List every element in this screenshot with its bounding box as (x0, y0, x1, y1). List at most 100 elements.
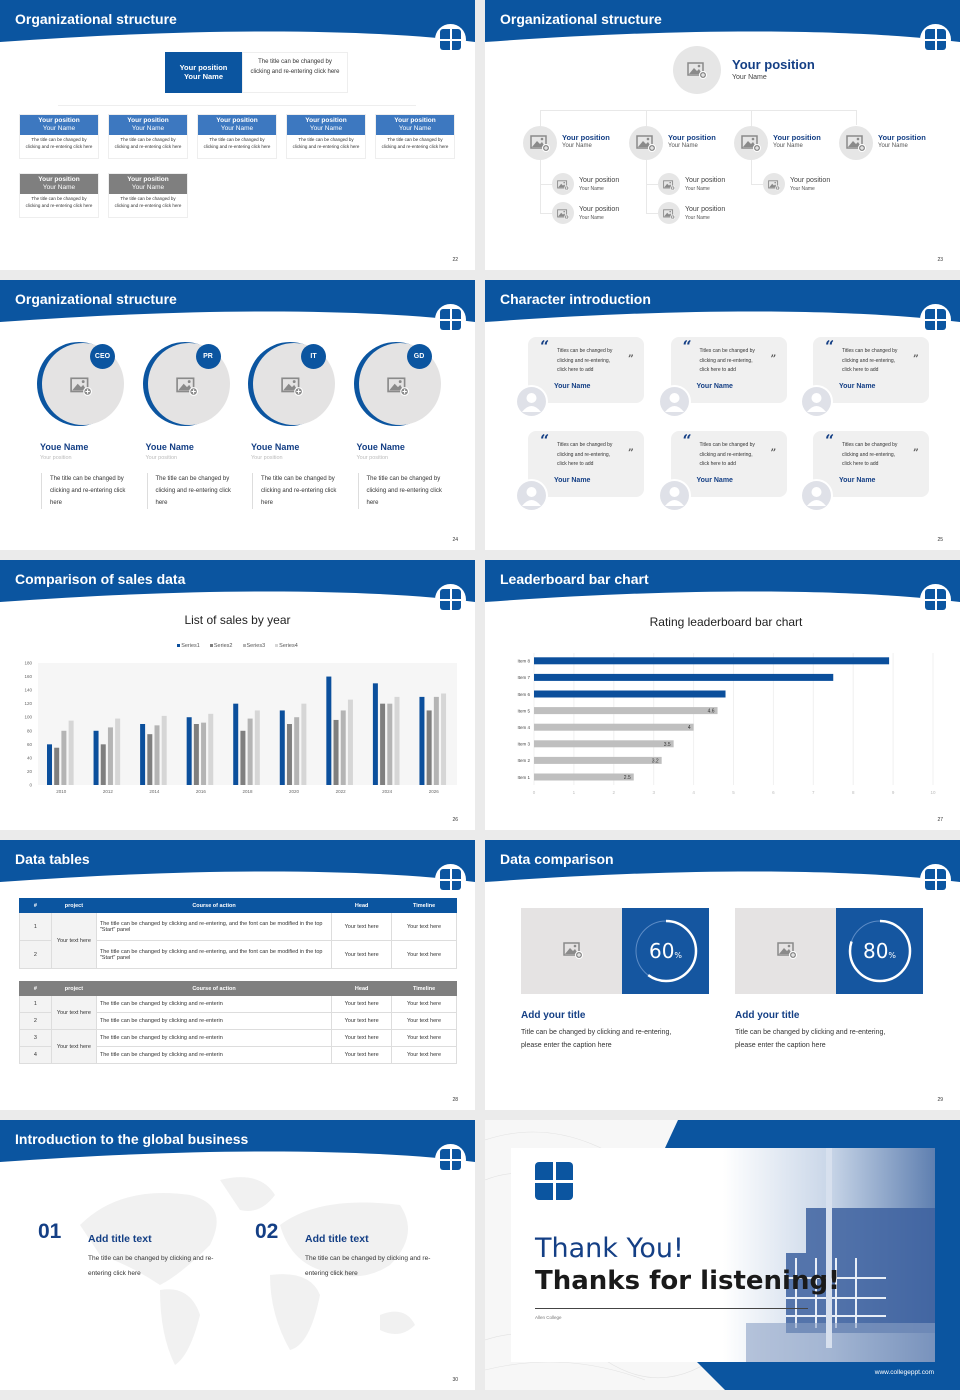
item-description: The title can be changed by clicking and… (88, 1255, 214, 1277)
member-description: The title can be changed by clicking and… (203, 137, 271, 149)
page-number: 28 (452, 1097, 458, 1103)
y-tick-label: Item 8 (517, 659, 530, 664)
member-card[interactable]: Your position Your Name The title can be c… (108, 114, 188, 159)
image-placeholder-icon[interactable] (530, 133, 550, 153)
user-icon (517, 387, 546, 416)
quote-card[interactable]: “ Titles can be changed by clicking and r… (813, 337, 929, 403)
bar-series3-2020 (294, 717, 300, 785)
image-placeholder-icon[interactable] (777, 940, 797, 960)
bar-series1-2024 (372, 683, 378, 785)
bar-series3-2014 (154, 725, 160, 785)
sub-member-photo[interactable] (763, 173, 785, 195)
member-card[interactable]: Your position Your Name The title can be c… (197, 114, 277, 159)
slide-23: Organizational structure 23 Your position Y… (485, 0, 960, 270)
college-logo (920, 24, 951, 55)
head-cell: Your text here (331, 940, 393, 969)
image-placeholder-icon[interactable] (175, 375, 198, 397)
x-tick-label: 2024 (382, 789, 393, 794)
image-placeholder-icon[interactable] (563, 940, 583, 960)
x-tick-label: 2014 (149, 789, 160, 794)
member-card[interactable]: Your position Your Name The title can be c… (19, 173, 99, 218)
avatar (657, 479, 691, 512)
slide-title: Organizational structure (15, 11, 177, 27)
image-placeholder-icon[interactable] (557, 178, 569, 191)
position-label: Your position (127, 176, 169, 183)
position-label: Your position (216, 117, 258, 124)
website-url[interactable]: www.collegeppt.com (874, 1369, 934, 1376)
percent-panel: 60% (622, 908, 709, 994)
top-photo[interactable] (673, 46, 721, 94)
image-placeholder-icon[interactable] (557, 207, 569, 220)
sub-member-photo[interactable] (552, 173, 574, 195)
bar-series2-2020 (286, 724, 292, 785)
quote-card[interactable]: “ Titles can be changed by clicking and r… (528, 337, 644, 403)
title-divider (535, 1308, 808, 1309)
member-photo[interactable] (734, 126, 768, 160)
image-placeholder-icon[interactable] (741, 133, 761, 153)
row-number: 2 (19, 940, 52, 969)
sub-member-name: Your Name (790, 186, 815, 192)
open-quote-icon: “ (540, 337, 550, 356)
image-placeholder-icon[interactable] (846, 133, 866, 153)
member-card[interactable]: Your position Your Name The title can be c… (108, 173, 188, 218)
bar-item-3 (534, 740, 674, 748)
item-description: The title can be changed by clicking and… (305, 1255, 431, 1277)
header-band (0, 0, 475, 42)
column-header: Timeline (391, 898, 457, 913)
bar-series4-2020 (301, 703, 307, 785)
x-tick-label: 7 (812, 790, 815, 795)
position-label: Your position (38, 176, 80, 183)
quote-text: Titles can be changed by clicking and re… (699, 442, 755, 467)
thanks-subtitle: Thanks for listening! (535, 1266, 840, 1296)
quote-card[interactable]: “ Titles can be changed by clicking and r… (670, 431, 787, 497)
y-tick-label: 100 (24, 715, 32, 720)
slide-title: Character introduction (500, 291, 651, 307)
member-photo[interactable] (839, 126, 873, 160)
bar-item-6 (534, 690, 726, 698)
avatar (657, 385, 691, 418)
bar-series1-2010 (47, 744, 52, 785)
branch-line (646, 213, 658, 214)
user-icon (659, 387, 689, 416)
quote-card[interactable]: “ Titles can be changed by clicking and r… (813, 431, 929, 497)
branch-line (540, 184, 552, 185)
action-cell: The title can be changed by clicking and… (95, 1012, 333, 1030)
quote-card[interactable]: “ Titles can be changed by clicking and r… (670, 337, 787, 403)
action-table-2: # project Course of action Head Timeline 1 You… (19, 981, 457, 1064)
y-tick-label: 40 (27, 755, 33, 760)
image-placeholder-icon[interactable] (70, 375, 92, 397)
action-table-1: # project Course of action Head Timeline 1 You… (19, 898, 457, 969)
quote-card[interactable]: “ Titles can be changed by clicking and r… (528, 431, 644, 497)
image-placeholder-icon[interactable] (281, 375, 303, 397)
sub-member-photo[interactable] (552, 202, 574, 224)
image-placeholder-icon[interactable] (768, 178, 780, 191)
sub-member-photo[interactable] (658, 202, 680, 224)
member-card[interactable]: Your position Your Name The title can be c… (19, 114, 99, 159)
member-photo[interactable] (523, 126, 557, 160)
member-card[interactable]: Your position Your Name The title can be c… (286, 114, 366, 159)
image-placeholder-icon[interactable] (386, 375, 409, 397)
image-placeholder-icon[interactable] (636, 133, 656, 153)
item-title: Add title text (305, 1233, 369, 1245)
image-placeholder-icon[interactable] (687, 60, 707, 80)
member-card[interactable]: Your position Your Name The title can be c… (375, 114, 455, 159)
slide-title: Data comparison (500, 851, 614, 867)
x-tick-label: 10 (930, 790, 936, 795)
college-logo (435, 584, 466, 615)
top-position-box[interactable]: Your position Your Name (165, 52, 242, 93)
image-placeholder-icon[interactable] (663, 178, 675, 191)
legend-label: Series4 (279, 643, 298, 649)
college-logo (435, 1144, 466, 1175)
page-number: 29 (937, 1097, 943, 1103)
column-header: Head (331, 981, 393, 996)
sub-member-photo[interactable] (658, 173, 680, 195)
quote-text: Titles can be changed by clicking and re… (557, 442, 613, 467)
legend-swatch (275, 644, 279, 647)
timeline-cell: Your text here (391, 1029, 457, 1047)
member-photo[interactable] (629, 126, 663, 160)
bar-series2-2018 (240, 730, 246, 785)
image-placeholder-icon[interactable] (663, 207, 675, 220)
person-name: Your Name (696, 383, 733, 390)
user-icon (517, 481, 546, 510)
y-tick-label: 60 (27, 742, 33, 747)
